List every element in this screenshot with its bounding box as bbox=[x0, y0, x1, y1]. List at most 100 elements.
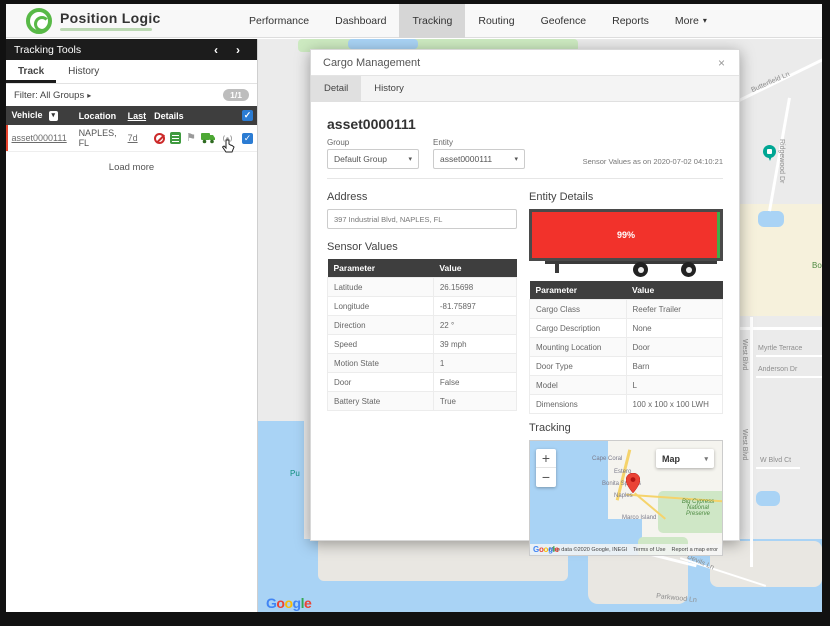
tab-modal-history[interactable]: History bbox=[374, 83, 404, 94]
road-label: W Blvd Ct bbox=[760, 457, 792, 464]
road-label: Anderson Dr bbox=[758, 366, 798, 373]
attribution-text: Map data ©2020 Google, INEGI bbox=[549, 546, 628, 553]
nav-performance[interactable]: Performance bbox=[249, 14, 310, 27]
brand-logo[interactable]: Position Logic bbox=[6, 7, 236, 34]
nav-dashboard[interactable]: Dashboard bbox=[335, 14, 387, 27]
table-row: Cargo Class Reefer Trailer bbox=[529, 299, 723, 319]
row-checkbox[interactable]: ✓ bbox=[241, 132, 253, 144]
detail-actions: ⚑ bbox=[154, 131, 235, 153]
report-error-link[interactable]: Report a map error bbox=[671, 546, 718, 553]
tracking-tools-header: Tracking Tools ‹ › bbox=[6, 39, 257, 60]
tracking-tools-panel: Tracking Tools ‹ › Track History Filter:… bbox=[6, 39, 258, 612]
map-road bbox=[756, 467, 800, 469]
right-column: Entity Details 99% Param bbox=[529, 187, 723, 556]
trailer-cargo-fill: 99% bbox=[529, 209, 723, 261]
entity-select[interactable]: asset0000111 ▾ bbox=[433, 149, 525, 169]
status-accent-bar bbox=[6, 125, 8, 152]
disable-icon[interactable] bbox=[154, 132, 166, 144]
minimap-attribution: Map data ©2020 Google, INEGI Terms of Us… bbox=[530, 544, 722, 555]
vehicle-table-header: Vehicle ▾ Location Last Details ✓ bbox=[6, 106, 257, 125]
vehicle-filter-dropdown[interactable]: ▾ bbox=[48, 110, 59, 121]
map-poi-pin[interactable] bbox=[763, 145, 776, 161]
table-row: Cargo Description None bbox=[529, 318, 723, 338]
chevron-right-icon: ▸ bbox=[87, 90, 92, 100]
panel-title: Tracking Tools bbox=[14, 43, 82, 56]
group-select[interactable]: Default Group ▾ bbox=[327, 149, 419, 169]
road-label: Ridgewood Dr bbox=[778, 139, 785, 184]
table-row: asset0000111 NAPLES, FL 7d ⚑ ✓ bbox=[6, 125, 257, 153]
tab-detail[interactable]: Detail bbox=[311, 76, 362, 101]
main-nav: Performance Dashboard Tracking Routing G… bbox=[236, 4, 720, 38]
cargo-truck-icon[interactable] bbox=[200, 132, 216, 144]
minimap-place-label: Cape Coral bbox=[592, 456, 623, 462]
controls-row: Group Default Group ▾ Entity asset0000111… bbox=[327, 138, 723, 169]
trailer-landing-gear bbox=[555, 264, 559, 273]
table-row: Motion State 1 bbox=[327, 353, 518, 373]
tab-track[interactable]: Track bbox=[6, 60, 57, 83]
chevron-down-icon: ▾ bbox=[702, 16, 707, 25]
filter-row: Filter: All Groups ▸ 1/1 bbox=[6, 84, 257, 106]
close-icon[interactable]: × bbox=[717, 55, 725, 70]
load-more-button[interactable]: Load more bbox=[108, 162, 155, 173]
nav-more[interactable]: More ▾ bbox=[674, 14, 707, 27]
map-pond bbox=[756, 491, 780, 506]
position-logic-logo-icon bbox=[26, 7, 52, 34]
divider bbox=[327, 178, 723, 179]
asset-title: asset0000111 bbox=[327, 116, 416, 132]
top-nav: Position Logic Performance Dashboard Tra… bbox=[6, 4, 822, 38]
minimap-place-label: Marco Island bbox=[622, 515, 657, 521]
panel-next-button[interactable]: › bbox=[236, 42, 240, 57]
minimap-zoom-controls: + − bbox=[536, 449, 556, 487]
sort-last-link[interactable]: Last bbox=[127, 110, 147, 121]
terms-link[interactable]: Terms of Use bbox=[633, 546, 666, 553]
asset-location: NAPLES, FL bbox=[74, 125, 124, 152]
zoom-in-button[interactable]: + bbox=[536, 449, 556, 468]
sensor-list-icon[interactable] bbox=[170, 132, 182, 144]
cargo-fill-percent: 99% bbox=[616, 230, 635, 240]
nav-geofence[interactable]: Geofence bbox=[540, 14, 587, 27]
nav-reports[interactable]: Reports bbox=[612, 14, 649, 27]
sensor-values-label: Sensor Values bbox=[327, 241, 398, 253]
select-all-checkbox[interactable]: ✓ bbox=[241, 110, 253, 121]
place-label: Bo bbox=[812, 261, 822, 270]
sensor-timestamp: Sensor Values as on 2020-07-02 04:10:21 bbox=[582, 157, 723, 166]
minimap-marker-pin[interactable] bbox=[626, 473, 640, 493]
signal-icon[interactable] bbox=[221, 133, 234, 144]
asset-link[interactable]: asset0000111 bbox=[11, 133, 67, 143]
map-pond bbox=[758, 211, 784, 227]
modal-header: Cargo Management × bbox=[311, 50, 739, 76]
panel-prev-button[interactable]: ‹ bbox=[214, 42, 218, 57]
minimap-place-label: Estero bbox=[614, 469, 632, 475]
cargo-management-modal: Cargo Management × Detail History asset0… bbox=[310, 49, 740, 556]
map-type-button[interactable]: Map ▾ bbox=[656, 449, 714, 468]
road-label: Butterfield Ln bbox=[750, 70, 791, 95]
google-logo[interactable]: Google bbox=[533, 545, 559, 554]
app-window: Position Logic Performance Dashboard Tra… bbox=[6, 4, 822, 612]
nav-tracking[interactable]: Tracking bbox=[399, 4, 466, 38]
minimap-place-label: Big Cypress National Preserve bbox=[681, 499, 715, 517]
modal-tabs: Detail History bbox=[311, 76, 739, 102]
entity-details-label: Entity Details bbox=[529, 191, 594, 203]
google-logo[interactable]: Google bbox=[266, 595, 312, 611]
tracking-minimap[interactable]: Cape Coral Estero Bonita Springs Naples … bbox=[529, 440, 723, 556]
map-land bbox=[710, 541, 822, 587]
trailer-wheel-icon bbox=[681, 262, 696, 277]
map-canvas[interactable]: Butterfield Ln Ridgewood Dr Myrtle Terra… bbox=[258, 39, 822, 612]
map-road bbox=[726, 327, 822, 330]
road-label: West Blvd bbox=[741, 429, 748, 461]
minimap-place-label: Bonita Springs bbox=[602, 481, 642, 487]
filter-groups-link[interactable]: Filter: All Groups ▸ bbox=[14, 89, 92, 101]
table-row: Direction 22 ° bbox=[327, 315, 518, 335]
place-label: Pu bbox=[290, 469, 300, 478]
tab-history[interactable]: History bbox=[68, 66, 100, 77]
chevron-down-icon: ▾ bbox=[704, 455, 708, 463]
address-field[interactable]: 397 Industrial Blvd, NAPLES, FL bbox=[327, 209, 517, 229]
table-row: Longitude -81.75897 bbox=[327, 296, 518, 316]
last-report-link[interactable]: 7d bbox=[127, 133, 138, 143]
flag-icon[interactable]: ⚑ bbox=[186, 131, 196, 144]
minimap-place-label: Naples bbox=[614, 493, 633, 499]
nav-routing[interactable]: Routing bbox=[478, 14, 515, 27]
zoom-out-button[interactable]: − bbox=[541, 469, 551, 485]
modal-body: asset0000111 Group Default Group ▾ Entity… bbox=[311, 102, 739, 566]
map-water bbox=[348, 39, 418, 49]
